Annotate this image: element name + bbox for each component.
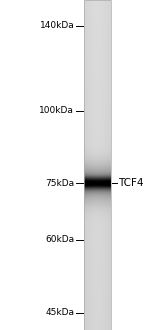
Text: 45kDa: 45kDa — [45, 308, 74, 317]
Text: 60kDa: 60kDa — [45, 235, 74, 244]
Text: TCF4: TCF4 — [118, 179, 143, 188]
Text: 75kDa: 75kDa — [45, 179, 74, 188]
Text: 100kDa: 100kDa — [39, 106, 74, 115]
Bar — [84, 0, 111, 330]
Text: 140kDa: 140kDa — [39, 21, 74, 30]
